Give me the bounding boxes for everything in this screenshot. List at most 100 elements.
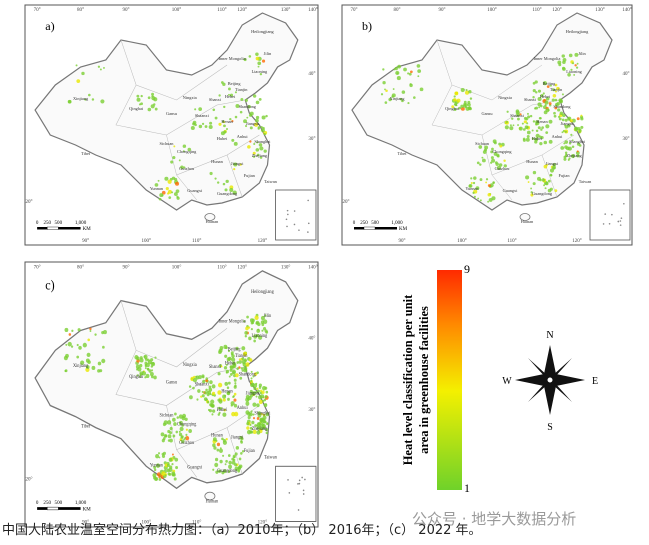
greenhouse-spot <box>540 93 544 98</box>
greenhouse-spot <box>89 329 92 332</box>
degree-label: 20° <box>26 200 33 205</box>
greenhouse-spot <box>149 372 154 377</box>
greenhouse-spot <box>388 97 392 102</box>
greenhouse-spot <box>235 373 239 378</box>
province-borders <box>115 39 260 201</box>
greenhouse-spot <box>511 117 514 120</box>
greenhouse-spot <box>159 193 164 198</box>
greenhouse-spot <box>70 345 74 348</box>
island <box>298 229 300 231</box>
greenhouse-spot <box>535 91 538 94</box>
province-label: Jiangxi <box>231 434 244 439</box>
greenhouse-spot <box>218 350 222 355</box>
greenhouse-spot <box>178 430 181 433</box>
province-label: Yunnan <box>150 462 164 467</box>
greenhouse-spot <box>214 116 218 120</box>
greenhouse-spot <box>265 412 269 417</box>
greenhouse-spot <box>234 384 237 388</box>
greenhouse-spot <box>258 143 263 147</box>
greenhouse-spot <box>234 91 237 94</box>
greenhouse-spot <box>553 111 556 115</box>
greenhouse-spot <box>225 127 229 131</box>
greenhouse-spot <box>460 106 465 111</box>
greenhouse-spot <box>233 141 238 146</box>
greenhouse-spot <box>535 133 540 138</box>
greenhouse-spot <box>222 182 226 186</box>
greenhouse-spot <box>468 107 472 111</box>
degree-label: 120° <box>552 8 562 13</box>
greenhouse-spot <box>181 439 185 444</box>
greenhouse-spot <box>453 98 457 102</box>
greenhouse-spot <box>258 335 263 340</box>
greenhouse-spot <box>537 96 542 102</box>
greenhouse-spot <box>243 57 247 62</box>
greenhouse-spot <box>504 125 509 130</box>
greenhouse-spot <box>175 189 180 193</box>
province-label: Shanxi <box>524 97 537 102</box>
greenhouse-spot <box>91 365 96 371</box>
province-label: Ningxia <box>183 95 197 100</box>
greenhouse-spot <box>167 420 172 425</box>
greenhouse-spot <box>546 85 550 88</box>
greenhouse-spot <box>580 114 583 117</box>
province-label: Guizhou <box>179 166 195 171</box>
province-label: Guizhou <box>495 166 511 171</box>
greenhouse-spot <box>526 112 529 115</box>
greenhouse-spot <box>407 72 410 75</box>
greenhouse-spot <box>256 416 260 420</box>
greenhouse-spot <box>263 326 267 331</box>
greenhouse-spot <box>538 106 541 109</box>
greenhouse-spot <box>216 442 221 447</box>
greenhouse-spot <box>167 179 172 184</box>
greenhouse-spot <box>393 68 396 71</box>
greenhouse-spot <box>205 378 209 383</box>
hainan <box>204 213 216 221</box>
greenhouse-spot <box>165 187 169 191</box>
greenhouse-spot <box>231 411 236 417</box>
greenhouse-spot <box>136 94 140 98</box>
greenhouse-spot <box>225 459 228 463</box>
greenhouse-spot <box>407 102 410 105</box>
greenhouse-spot <box>234 115 238 119</box>
greenhouse-spot <box>147 367 150 371</box>
greenhouse-spot <box>97 65 101 68</box>
greenhouse-spot <box>561 118 565 122</box>
greenhouse-spot <box>252 375 255 378</box>
greenhouse-spot <box>254 122 259 127</box>
greenhouse-spot <box>551 98 555 102</box>
greenhouse-spot <box>573 73 576 76</box>
greenhouse-spot <box>192 386 195 390</box>
greenhouse-spot <box>151 369 154 372</box>
legend-bar <box>437 270 462 490</box>
greenhouse-spot <box>227 93 230 96</box>
greenhouse-spot <box>86 352 91 358</box>
greenhouse-spot <box>543 140 548 145</box>
greenhouse-spot <box>544 104 547 107</box>
greenhouse-spot <box>249 358 253 362</box>
scale-unit: KM <box>399 227 408 232</box>
greenhouse-spot <box>174 457 179 462</box>
island <box>619 220 622 222</box>
greenhouse-spot <box>228 460 232 465</box>
island <box>623 202 625 205</box>
panel-label: a) <box>45 19 54 33</box>
greenhouse-spot <box>532 182 536 186</box>
greenhouse-spot <box>139 363 143 368</box>
degree-label: 40° <box>308 72 315 77</box>
greenhouse-spot <box>549 84 552 87</box>
greenhouse-spot <box>468 90 472 94</box>
greenhouse-spot <box>161 471 166 476</box>
province-label: Yunnan <box>465 186 479 191</box>
greenhouse-spot <box>537 176 541 181</box>
degree-label: 130° <box>281 8 291 13</box>
province-label: Fujian <box>244 448 256 453</box>
province-label: Henan <box>221 119 233 124</box>
greenhouse-spot <box>250 410 253 413</box>
greenhouse-spot <box>561 66 566 70</box>
greenhouse-spot <box>200 395 203 398</box>
compass-e: E <box>592 376 598 387</box>
greenhouse-spot <box>567 72 571 77</box>
greenhouse-spot <box>255 395 258 398</box>
greenhouse-spot <box>509 124 512 127</box>
scale-bar <box>354 227 397 230</box>
